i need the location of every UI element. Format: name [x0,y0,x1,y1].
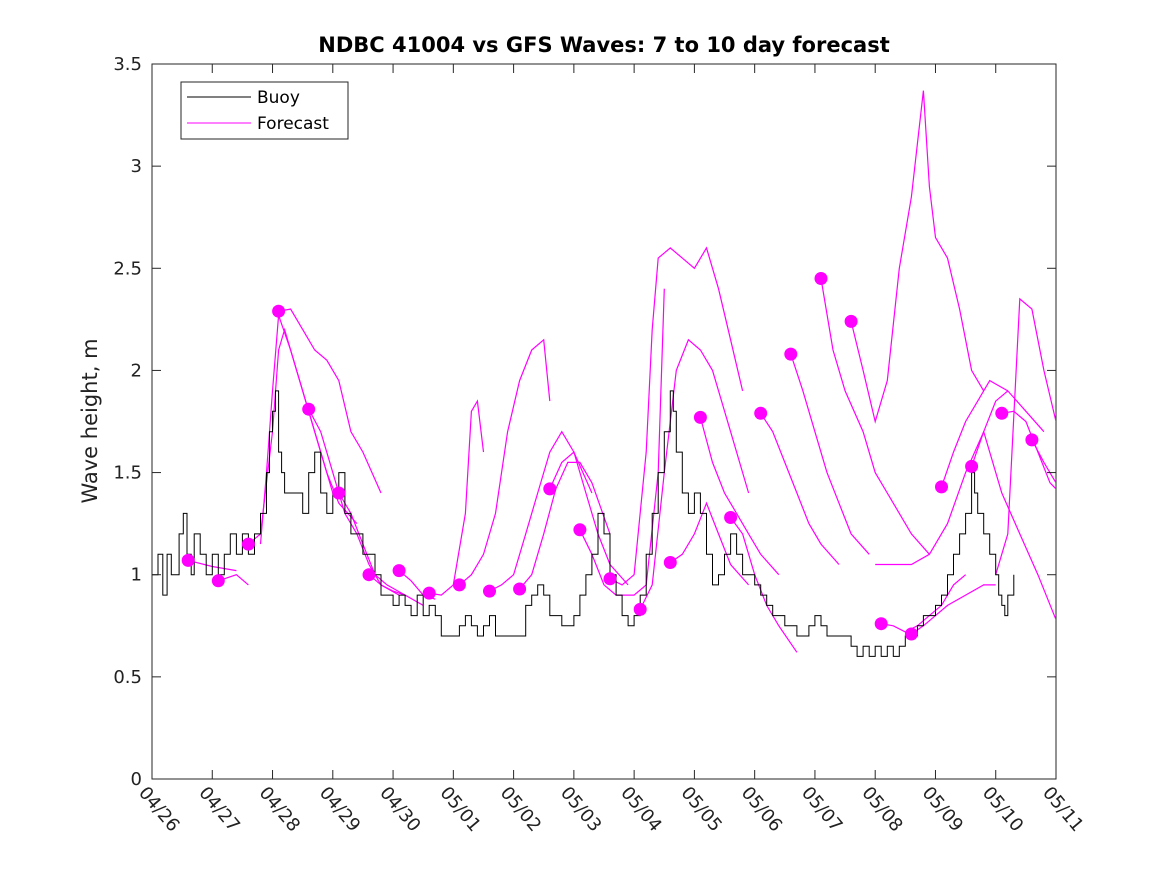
forecast-marker [483,584,496,598]
forecast-line [429,399,485,596]
forecast-marker [422,586,436,600]
forecast-line [760,412,840,565]
forecast-marker [362,568,376,582]
forecast-marker [573,523,587,537]
forecast-marker [784,347,798,361]
forecast-line [278,308,382,494]
forecast-line [820,278,930,555]
y-axis-label: Wave height, m [78,338,102,503]
legend: Buoy Forecast [180,81,349,140]
forecast-marker [241,537,255,551]
forecast-line [489,430,593,592]
y-tick-label: 0.5 [113,667,142,688]
y-tick-label: 3 [131,156,142,177]
buoy-line [152,390,1015,657]
forecast-line [368,574,424,606]
forecast-marker [844,314,858,328]
forecast-line [940,379,1009,488]
forecast-marker [603,572,617,586]
legend-box [180,81,349,140]
forecast-marker [693,410,707,424]
forecast-marker [332,486,346,500]
forecast-marker [754,406,768,420]
forecast-marker [302,402,316,416]
forecast-line [1031,439,1056,484]
forecast-marker [543,482,557,496]
forecast-line [338,492,406,596]
legend-forecast-label: Forecast [257,114,329,134]
y-tick-label: 0 [131,769,142,790]
forecast-marker [904,627,918,641]
forecast-series [188,90,1056,653]
y-tick-label: 1.5 [113,463,142,484]
forecast-line [459,338,551,586]
forecast-marker [181,553,195,567]
forecast-line [790,353,870,555]
forecast-marker [724,511,738,524]
forecast-line [850,90,985,424]
forecast-marker [392,564,406,578]
forecast-line [579,288,665,596]
forecast-marker [663,556,677,569]
y-tick-label: 3.5 [113,54,142,75]
forecast-marker [965,459,979,473]
forecast-marker [814,272,828,285]
forecast-line [875,429,1056,620]
chart-title: NDBC 41004 vs GFS Waves: 7 to 10 day for… [318,33,889,57]
forecast-marker [995,406,1009,420]
legend-buoy-label: Buoy [257,88,300,108]
forecast-marker [935,480,948,494]
y-tick-label: 1 [131,565,142,586]
y-axis: 0 0.5 1 1.5 2 2.5 3 3.5 [113,54,1056,790]
forecast-line [609,246,744,586]
y-tick-label: 2 [131,360,142,381]
forecast-marker [513,582,527,596]
forecast-marker [211,574,225,588]
forecast-marker [272,304,286,318]
forecast-line [669,501,750,586]
forecast-markers [181,272,1039,641]
forecast-marker [1025,433,1039,447]
y-tick-label: 2.5 [113,258,142,279]
forecast-marker [633,602,647,616]
forecast-line [995,297,1056,575]
forecast-line [699,417,780,576]
buoy-series [152,390,1015,657]
forecast-line [519,461,611,590]
forecast-marker [452,578,466,592]
forecast-marker [874,617,888,631]
forecast-line [639,338,750,610]
